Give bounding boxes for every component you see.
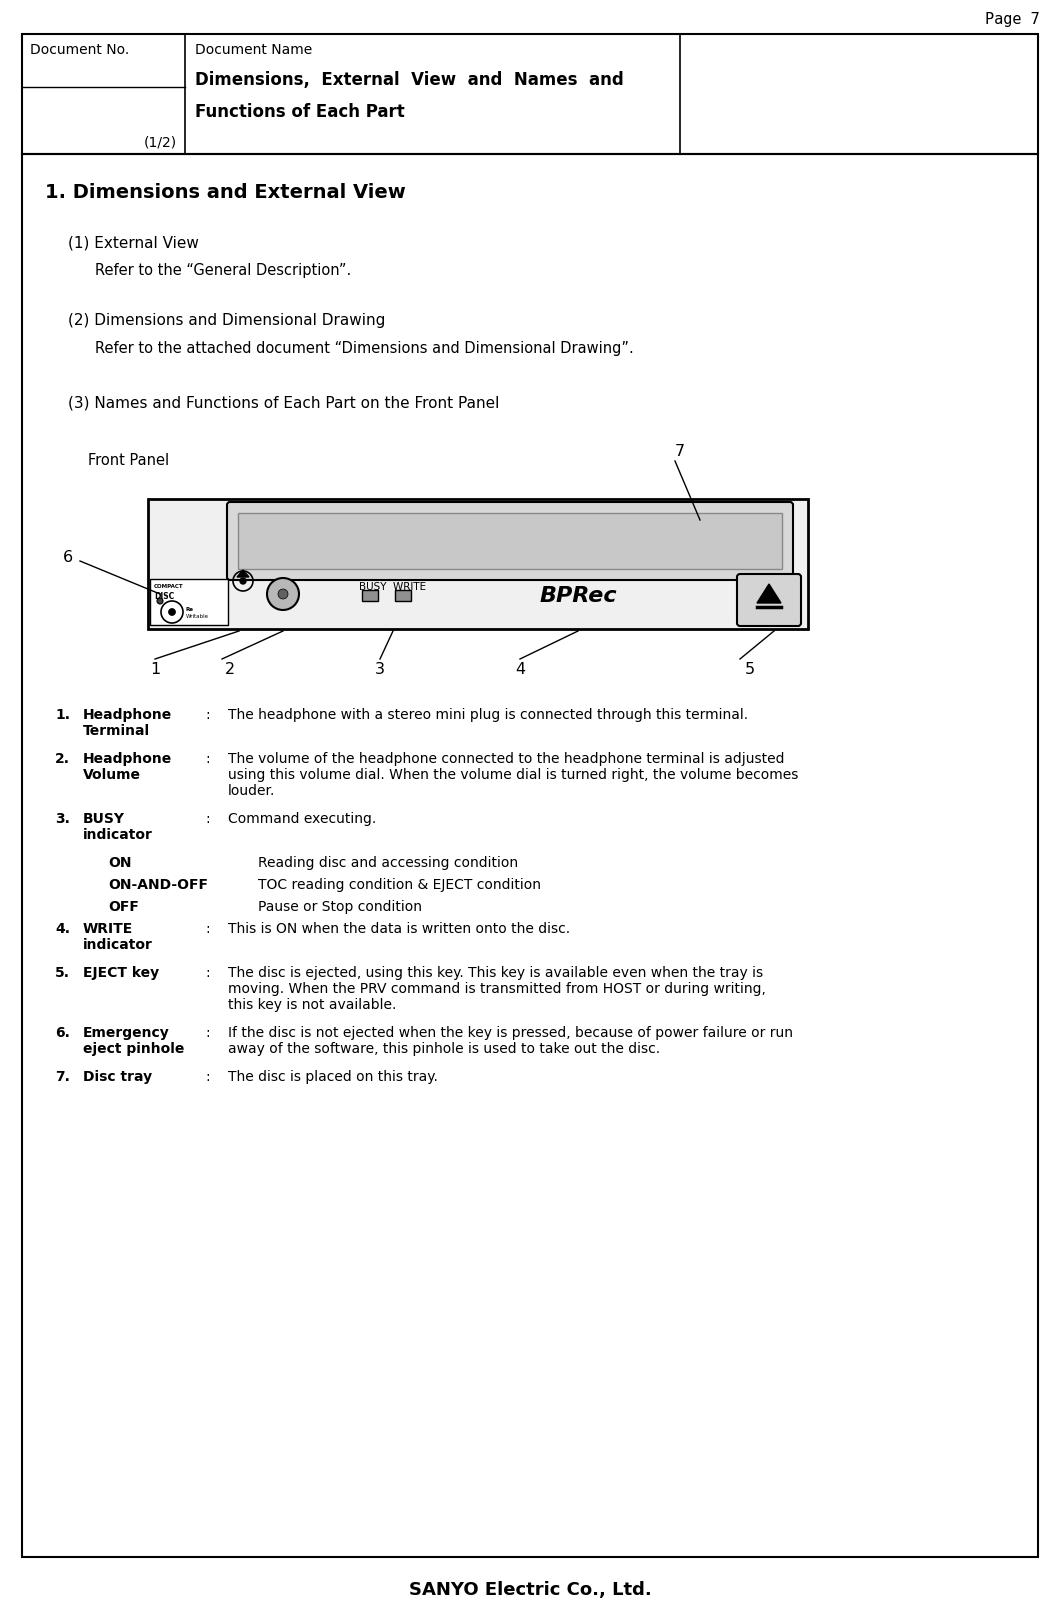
Text: 3.: 3. bbox=[55, 812, 70, 826]
FancyBboxPatch shape bbox=[227, 503, 793, 581]
Text: ON-AND-OFF: ON-AND-OFF bbox=[108, 878, 208, 891]
FancyBboxPatch shape bbox=[151, 579, 228, 625]
FancyBboxPatch shape bbox=[363, 591, 378, 602]
Text: moving. When the PRV command is transmitted from HOST or during writing,: moving. When the PRV command is transmit… bbox=[228, 982, 766, 995]
Text: Document No.: Document No. bbox=[30, 42, 129, 57]
Text: Functions of Each Part: Functions of Each Part bbox=[195, 102, 405, 122]
Text: Volume: Volume bbox=[83, 768, 141, 782]
Text: louder.: louder. bbox=[228, 784, 276, 797]
Text: Disc tray: Disc tray bbox=[83, 1070, 153, 1083]
Text: Pause or Stop condition: Pause or Stop condition bbox=[258, 899, 422, 914]
Circle shape bbox=[267, 579, 299, 610]
Text: OFF: OFF bbox=[108, 899, 139, 914]
Text: TOC reading condition & EJECT condition: TOC reading condition & EJECT condition bbox=[258, 878, 541, 891]
Text: BUSY  WRITE: BUSY WRITE bbox=[359, 581, 426, 592]
Text: The headphone with a stereo mini plug is connected through this terminal.: The headphone with a stereo mini plug is… bbox=[228, 708, 748, 722]
Text: 7.: 7. bbox=[55, 1070, 70, 1083]
Text: Writable: Writable bbox=[186, 613, 209, 618]
Text: 1.: 1. bbox=[55, 708, 70, 722]
Text: 2: 2 bbox=[225, 662, 235, 677]
Text: Reading disc and accessing condition: Reading disc and accessing condition bbox=[258, 855, 518, 870]
FancyBboxPatch shape bbox=[737, 575, 801, 626]
Circle shape bbox=[169, 609, 176, 617]
Text: :: : bbox=[205, 708, 210, 722]
FancyBboxPatch shape bbox=[148, 500, 808, 630]
Text: Command executing.: Command executing. bbox=[228, 812, 376, 826]
Text: Dimensions,  External  View  and  Names  and: Dimensions, External View and Names and bbox=[195, 71, 623, 89]
Text: Headphone: Headphone bbox=[83, 751, 172, 766]
Text: The volume of the headphone connected to the headphone terminal is adjusted: The volume of the headphone connected to… bbox=[228, 751, 784, 766]
Text: :: : bbox=[205, 966, 210, 979]
Text: :: : bbox=[205, 1070, 210, 1083]
Text: 6: 6 bbox=[63, 550, 73, 565]
Text: 3: 3 bbox=[375, 662, 385, 677]
Text: 4: 4 bbox=[515, 662, 525, 677]
FancyBboxPatch shape bbox=[395, 591, 411, 602]
Circle shape bbox=[157, 599, 163, 605]
Circle shape bbox=[278, 589, 288, 599]
Text: :: : bbox=[205, 751, 210, 766]
Text: (3) Names and Functions of Each Part on the Front Panel: (3) Names and Functions of Each Part on … bbox=[68, 394, 499, 409]
Text: 2.: 2. bbox=[55, 751, 70, 766]
Text: Re: Re bbox=[186, 607, 194, 612]
Text: 4.: 4. bbox=[55, 922, 70, 935]
Text: 1. Dimensions and External View: 1. Dimensions and External View bbox=[45, 183, 406, 201]
Text: eject pinhole: eject pinhole bbox=[83, 1042, 184, 1055]
Polygon shape bbox=[757, 584, 781, 604]
Circle shape bbox=[240, 579, 246, 584]
Text: If the disc is not ejected when the key is pressed, because of power failure or : If the disc is not ejected when the key … bbox=[228, 1026, 793, 1039]
Text: This is ON when the data is written onto the disc.: This is ON when the data is written onto… bbox=[228, 922, 570, 935]
Text: Refer to the attached document “Dimensions and Dimensional Drawing”.: Refer to the attached document “Dimensio… bbox=[95, 341, 634, 355]
Text: indicator: indicator bbox=[83, 828, 153, 841]
Text: :: : bbox=[205, 812, 210, 826]
Text: :: : bbox=[205, 1026, 210, 1039]
Text: :: : bbox=[205, 922, 210, 935]
Text: 6.: 6. bbox=[55, 1026, 70, 1039]
Text: ON: ON bbox=[108, 855, 131, 870]
Text: COMPACT: COMPACT bbox=[154, 584, 183, 589]
Text: SANYO Electric Co., Ltd.: SANYO Electric Co., Ltd. bbox=[408, 1581, 652, 1599]
Text: away of the software, this pinhole is used to take out the disc.: away of the software, this pinhole is us… bbox=[228, 1042, 660, 1055]
Text: (1) External View: (1) External View bbox=[68, 235, 199, 250]
Text: 5: 5 bbox=[745, 662, 755, 677]
Text: Emergency: Emergency bbox=[83, 1026, 170, 1039]
Text: (1/2): (1/2) bbox=[144, 135, 177, 149]
Text: BPRec: BPRec bbox=[540, 586, 617, 605]
Text: DISC: DISC bbox=[154, 592, 174, 601]
Text: The disc is placed on this tray.: The disc is placed on this tray. bbox=[228, 1070, 438, 1083]
Text: BUSY: BUSY bbox=[83, 812, 125, 826]
Text: Document Name: Document Name bbox=[195, 42, 313, 57]
Text: Front Panel: Front Panel bbox=[88, 453, 170, 467]
Text: 1: 1 bbox=[149, 662, 160, 677]
Text: indicator: indicator bbox=[83, 938, 153, 951]
Text: WRITE: WRITE bbox=[83, 922, 134, 935]
Text: (2) Dimensions and Dimensional Drawing: (2) Dimensions and Dimensional Drawing bbox=[68, 313, 386, 328]
Polygon shape bbox=[237, 571, 249, 578]
Text: Terminal: Terminal bbox=[83, 724, 151, 737]
Text: 5.: 5. bbox=[55, 966, 70, 979]
Text: EJECT key: EJECT key bbox=[83, 966, 159, 979]
Text: 7: 7 bbox=[675, 445, 685, 459]
Text: The disc is ejected, using this key. This key is available even when the tray is: The disc is ejected, using this key. Thi… bbox=[228, 966, 763, 979]
Text: Headphone: Headphone bbox=[83, 708, 172, 722]
Text: Page 7: Page 7 bbox=[985, 11, 1040, 28]
FancyBboxPatch shape bbox=[238, 514, 782, 570]
Text: using this volume dial. When the volume dial is turned right, the volume becomes: using this volume dial. When the volume … bbox=[228, 768, 798, 782]
Text: this key is not available.: this key is not available. bbox=[228, 998, 396, 1011]
Text: Refer to the “General Description”.: Refer to the “General Description”. bbox=[95, 263, 351, 278]
